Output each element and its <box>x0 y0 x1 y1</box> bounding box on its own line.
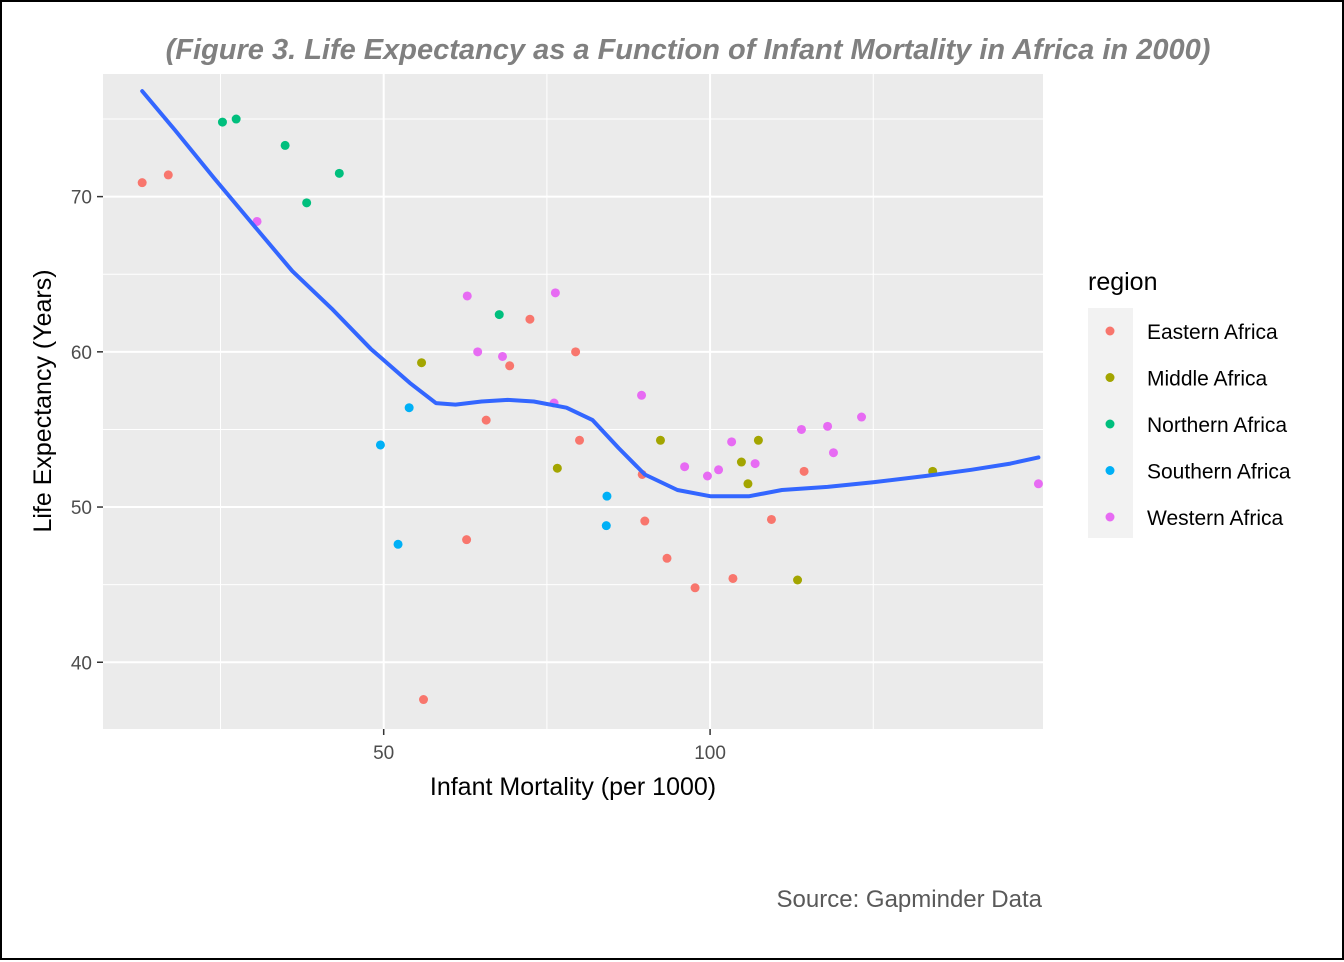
data-point <box>857 412 867 422</box>
legend-label: Northern Africa <box>1147 414 1287 437</box>
data-point <box>575 435 585 445</box>
chart-caption: Source: Gapminder Data <box>777 886 1043 913</box>
data-point <box>690 583 700 593</box>
data-point <box>550 288 560 298</box>
legend-key <box>1105 326 1115 336</box>
data-point <box>728 573 738 583</box>
data-point <box>743 479 753 489</box>
data-point <box>505 361 515 371</box>
data-point <box>823 421 833 431</box>
data-point <box>481 415 491 425</box>
y-tick-label: 40 <box>71 653 92 674</box>
data-point <box>702 471 712 481</box>
legend-label: Western Africa <box>1147 507 1283 530</box>
y-tick-label: 60 <box>71 343 92 364</box>
data-point <box>640 516 650 526</box>
y-axis: 40 50 60 70 <box>71 188 103 674</box>
legend: Eastern Africa Middle Africa Northern Afri… <box>1105 321 1291 530</box>
data-point <box>796 424 806 434</box>
legend-label: Eastern Africa <box>1147 321 1278 344</box>
data-point <box>736 457 746 467</box>
data-point <box>662 553 672 563</box>
legend-label: Middle Africa <box>1147 368 1268 391</box>
x-tick-label: 100 <box>694 743 726 764</box>
plot-panel <box>103 74 1043 729</box>
data-point <box>601 521 611 531</box>
data-point <box>419 695 429 705</box>
major-gridlines <box>103 74 1043 729</box>
data-points <box>137 114 1043 705</box>
data-point <box>680 462 690 472</box>
data-point <box>1033 479 1043 489</box>
data-point <box>473 347 483 357</box>
data-point <box>462 535 472 545</box>
legend-title: region <box>1088 268 1158 296</box>
data-point <box>280 140 290 150</box>
data-point <box>302 198 312 208</box>
smooth-trend <box>140 89 1041 499</box>
smooth-line <box>140 89 1041 499</box>
y-tick-label: 50 <box>71 498 92 519</box>
y-axis-title: Life Expectancy (Years) <box>29 269 57 532</box>
data-point <box>793 575 803 585</box>
data-point <box>137 178 147 188</box>
legend-key <box>1105 419 1115 429</box>
data-point <box>393 539 403 549</box>
data-point <box>766 514 776 524</box>
data-point <box>727 437 737 447</box>
legend-key <box>1105 466 1115 475</box>
data-point <box>637 390 647 400</box>
data-point <box>404 403 414 413</box>
data-point <box>375 440 385 450</box>
legend-key <box>1105 512 1115 522</box>
data-point <box>163 170 173 180</box>
minor-gridlines <box>103 74 1043 729</box>
data-point <box>552 463 562 473</box>
data-point <box>231 114 241 124</box>
data-point <box>750 459 760 469</box>
data-point <box>655 435 665 445</box>
data-point <box>714 465 724 475</box>
legend-label: Southern Africa <box>1147 461 1291 484</box>
data-point <box>602 491 612 501</box>
data-point <box>334 168 344 178</box>
data-point <box>494 310 504 320</box>
x-tick-label: 50 <box>373 743 394 764</box>
data-point <box>753 435 763 445</box>
data-point <box>498 351 507 361</box>
data-point <box>462 291 472 301</box>
chart-title: (Figure 3. Life Expectancy as a Function… <box>166 34 1211 66</box>
data-point <box>571 347 581 357</box>
data-point <box>217 117 227 127</box>
data-point <box>799 466 809 476</box>
data-point <box>828 448 838 458</box>
x-axis-title: Infant Mortality (per 1000) <box>430 773 716 801</box>
data-point <box>417 358 427 368</box>
x-axis: 50 100 <box>373 729 726 764</box>
data-point <box>525 314 535 324</box>
legend-key <box>1105 373 1115 382</box>
y-tick-label: 70 <box>71 188 92 209</box>
